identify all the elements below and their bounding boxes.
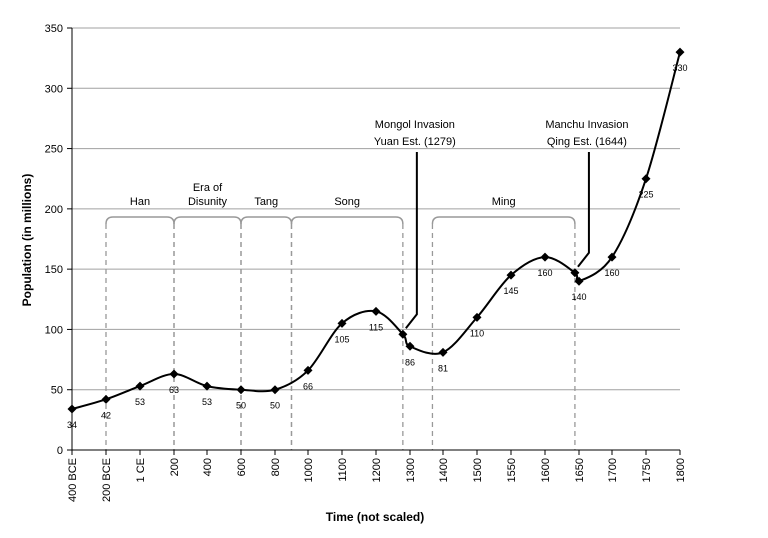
y-tick-label: 150 xyxy=(45,264,63,276)
data-label: 105 xyxy=(334,334,349,344)
data-point-marker xyxy=(506,270,516,280)
x-tick-label: 400 BCE xyxy=(67,458,79,502)
era-brackets: Han Era of Disunity Tang Song Ming xyxy=(105,182,576,450)
axes: 0 50 100 150 200 250 300 350 400 BCE 200 BCE 1 CE 2… xyxy=(45,23,687,502)
population-series: 34 42 53 63 53 50 50 66 105 115 86 81 110 145 160 140 16… xyxy=(67,47,688,430)
data-point-marker xyxy=(570,268,580,278)
y-tick-label: 350 xyxy=(45,23,63,35)
data-label: 115 xyxy=(369,322,383,332)
data-point-marker xyxy=(574,276,584,286)
data-point-marker xyxy=(472,312,482,322)
x-tick-label: 1600 xyxy=(540,458,552,482)
data-point-marker xyxy=(101,394,111,404)
era-label: Ming xyxy=(492,196,516,208)
data-point-marker xyxy=(438,347,448,357)
data-label: 66 xyxy=(303,381,313,391)
x-tick-label: 1800 xyxy=(675,458,687,482)
data-label: 53 xyxy=(135,397,145,407)
y-tick-label: 250 xyxy=(45,144,63,156)
data-label: 53 xyxy=(202,397,212,407)
era-bracket xyxy=(105,216,175,225)
y-axis-title: Population (in millions) xyxy=(20,174,34,307)
data-label: 63 xyxy=(169,385,179,395)
x-tick-label: 1100 xyxy=(337,458,349,482)
data-label: 140 xyxy=(571,292,586,302)
y-tick-label: 300 xyxy=(45,83,63,95)
y-tick-label: 200 xyxy=(45,204,63,216)
data-label: 160 xyxy=(604,268,619,278)
data-point-marker xyxy=(236,385,246,395)
data-point-marker xyxy=(135,381,145,391)
data-label: 50 xyxy=(270,401,280,411)
era-label: Tang xyxy=(254,196,278,208)
data-point-marker xyxy=(540,252,550,262)
era-label: Song xyxy=(334,196,360,208)
x-axis-title: Time (not scaled) xyxy=(326,510,424,524)
data-point-marker xyxy=(169,369,179,379)
y-tick-label: 0 xyxy=(57,445,63,457)
data-label: 160 xyxy=(537,268,552,278)
x-tick-label: 1200 xyxy=(371,458,383,482)
era-bracket xyxy=(290,216,404,225)
x-tick-label: 1650 xyxy=(574,458,586,482)
x-tick-label: 1700 xyxy=(607,458,619,482)
era-label: Era of Disunity xyxy=(188,182,228,208)
data-point-marker xyxy=(675,47,685,57)
x-tick-label: 1 CE xyxy=(135,458,147,482)
x-tick-label: 400 xyxy=(202,458,214,476)
x-tick-label: 600 xyxy=(236,458,248,476)
x-tick-label: 1000 xyxy=(303,458,315,482)
data-label: 225 xyxy=(638,190,653,200)
annotation-pointer xyxy=(577,152,590,268)
y-tick-label: 100 xyxy=(45,324,63,336)
x-tick-label: 1300 xyxy=(405,458,417,482)
data-point-marker xyxy=(398,329,408,339)
data-point-marker xyxy=(270,385,280,395)
data-point-marker xyxy=(202,381,212,391)
era-label: Han xyxy=(130,196,150,208)
x-tick-label: 1550 xyxy=(506,458,518,482)
data-point-marker xyxy=(405,341,415,351)
x-tick-label: 200 xyxy=(169,458,181,476)
era-bracket xyxy=(240,216,293,225)
annotation-label: Manchu Invasion Qing Est. (1644) xyxy=(545,119,628,148)
data-label: 110 xyxy=(470,328,484,338)
data-point-marker xyxy=(371,306,381,316)
data-point-marker xyxy=(67,404,77,414)
y-tick-label: 50 xyxy=(51,385,63,397)
data-label: 50 xyxy=(236,401,246,411)
annotations: Mongol Invasion Yuan Est. (1279) Manchu In… xyxy=(374,119,629,329)
data-point-marker xyxy=(607,252,617,262)
data-label: 81 xyxy=(438,363,448,373)
x-tick-label: 800 xyxy=(270,458,282,476)
x-tick-label: 1500 xyxy=(472,458,484,482)
x-tick-label: 1400 xyxy=(438,458,450,482)
data-label: 145 xyxy=(503,286,518,296)
annotation-pointer xyxy=(405,152,418,329)
data-label: 330 xyxy=(672,63,687,73)
data-point-marker xyxy=(641,174,651,184)
data-label: 42 xyxy=(101,410,111,420)
data-point-marker xyxy=(337,318,347,328)
era-bracket xyxy=(173,216,242,225)
x-tick-label: 200 BCE xyxy=(101,458,113,502)
data-label: 86 xyxy=(405,357,415,367)
gridlines xyxy=(72,27,680,391)
era-bracket xyxy=(431,216,576,225)
data-label: 34 xyxy=(67,420,77,430)
data-point-marker xyxy=(303,365,313,375)
annotation-label: Mongol Invasion Yuan Est. (1279) xyxy=(374,119,456,148)
x-tick-label: 1750 xyxy=(641,458,653,482)
